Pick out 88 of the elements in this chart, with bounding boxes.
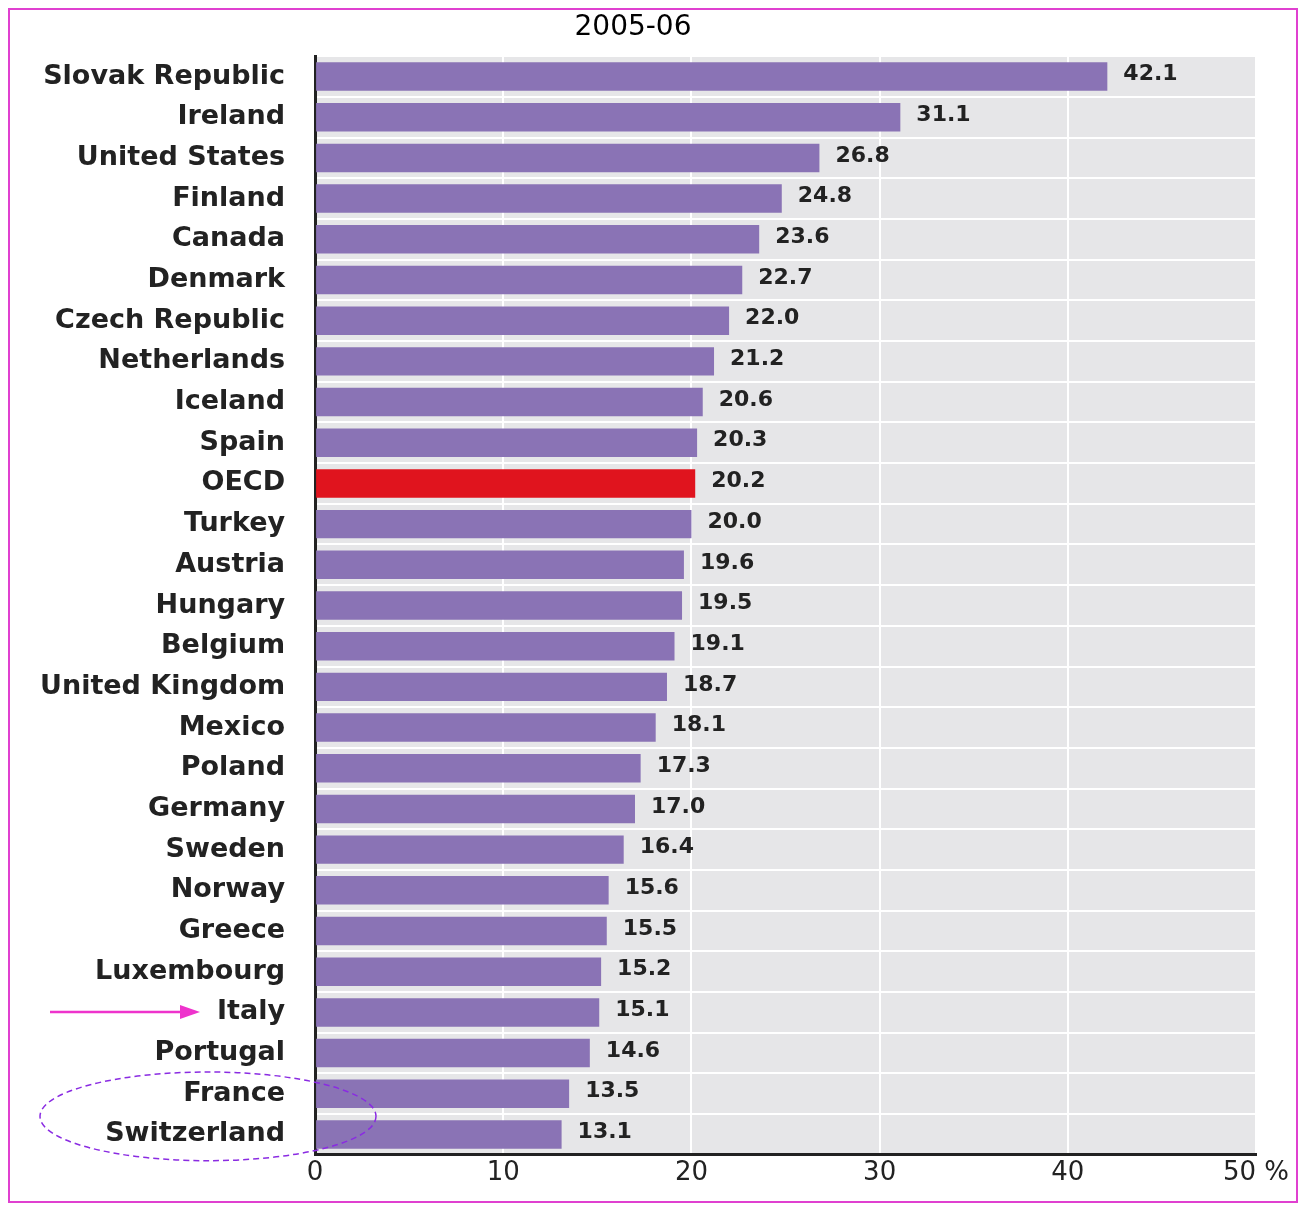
x-tick-label: 30	[863, 1156, 897, 1187]
y-tick-label: United Kingdom	[39, 668, 286, 700]
y-tick-label: Norway	[170, 872, 286, 904]
y-tick-label: France	[183, 1075, 286, 1107]
data-label: 26.8	[835, 141, 890, 167]
x-tick-label: 0	[306, 1156, 324, 1187]
y-tick-label: Turkey	[183, 506, 286, 538]
data-label: 21.2	[730, 345, 785, 371]
bar	[316, 143, 820, 173]
bar	[316, 876, 609, 905]
bar	[316, 1038, 590, 1068]
bar	[316, 998, 600, 1027]
y-tick-label: Denmark	[147, 262, 287, 293]
bar	[316, 916, 607, 946]
y-tick-label: Netherlands	[98, 343, 286, 375]
data-label: 14.6	[605, 1036, 661, 1062]
data-label: 20.0	[707, 507, 762, 533]
y-tick-label: Italy	[217, 994, 286, 1026]
bar	[316, 631, 675, 661]
bar	[316, 1120, 562, 1149]
bar	[316, 347, 715, 376]
data-label: 22.7	[758, 263, 813, 289]
bar	[316, 509, 692, 539]
bar	[316, 713, 656, 742]
data-label: 31.1	[916, 100, 971, 126]
chart-title: 2005-06	[574, 8, 692, 42]
data-label: 23.6	[775, 223, 830, 249]
data-label: 20.2	[711, 467, 766, 493]
data-label: 13.5	[585, 1077, 640, 1103]
data-label: 15.5	[622, 914, 678, 940]
y-tick-label: Greece	[178, 913, 286, 945]
x-tick-label: 20	[674, 1156, 708, 1187]
y-tick-label: Iceland	[174, 384, 286, 416]
bar	[316, 102, 901, 132]
bar	[316, 469, 696, 498]
x-tick-label: 10	[486, 1156, 520, 1187]
bar	[316, 184, 782, 213]
data-label: 42.1	[1123, 60, 1178, 86]
bar	[316, 387, 703, 417]
data-label: 15.1	[615, 996, 670, 1022]
y-tick-label: Finland	[172, 180, 286, 212]
y-tick-label: Poland	[180, 750, 286, 782]
y-tick-label: Czech Republic	[55, 302, 286, 334]
data-label: 22.0	[745, 304, 800, 330]
y-tick-label: Canada	[172, 221, 286, 253]
bar	[316, 225, 760, 254]
data-label: 16.4	[639, 833, 694, 859]
y-tick-label: Belgium	[160, 628, 286, 660]
y-tick-label: Hungary	[155, 587, 286, 619]
data-label: 18.7	[682, 670, 738, 696]
y-tick-label: Ireland	[177, 99, 286, 131]
y-tick-label: OECD	[201, 465, 286, 497]
y-tick-label: Luxembourg	[95, 953, 286, 985]
bar	[316, 1079, 570, 1109]
data-label: 19.6	[699, 548, 755, 574]
bar	[316, 265, 743, 295]
y-tick-label: Austria	[175, 546, 286, 578]
y-tick-label: Germany	[148, 790, 286, 822]
x-tick-label: 40	[1051, 1156, 1085, 1187]
data-label: 17.3	[656, 751, 711, 777]
data-label: 17.0	[650, 792, 706, 818]
bar	[316, 835, 624, 864]
bar	[316, 794, 635, 824]
data-label: 15.2	[617, 955, 672, 981]
bar	[316, 591, 683, 620]
data-label: 18.1	[671, 711, 726, 737]
data-label: 20.3	[713, 426, 768, 452]
y-tick-label: Slovak Republic	[43, 58, 286, 90]
bar	[316, 428, 698, 457]
bar	[316, 754, 641, 783]
y-tick-label: Switzerland	[105, 1116, 286, 1148]
data-label: 13.1	[577, 1118, 632, 1144]
data-label: 19.5	[698, 589, 753, 615]
data-label: 20.6	[718, 385, 774, 411]
data-label: 19.1	[690, 629, 745, 655]
y-tick-label: Spain	[199, 424, 286, 456]
x-tick-label: 50 %	[1222, 1156, 1290, 1187]
bar	[316, 306, 730, 335]
data-label: 24.8	[797, 182, 853, 208]
bar	[316, 62, 1108, 91]
y-tick-label: Sweden	[165, 831, 286, 863]
bar	[316, 957, 602, 986]
bar	[316, 672, 667, 702]
y-tick-label: Mexico	[178, 709, 286, 741]
bar	[316, 550, 684, 580]
data-label: 15.6	[624, 874, 679, 900]
y-tick-label: Portugal	[154, 1035, 286, 1067]
y-tick-label: United States	[76, 139, 286, 171]
